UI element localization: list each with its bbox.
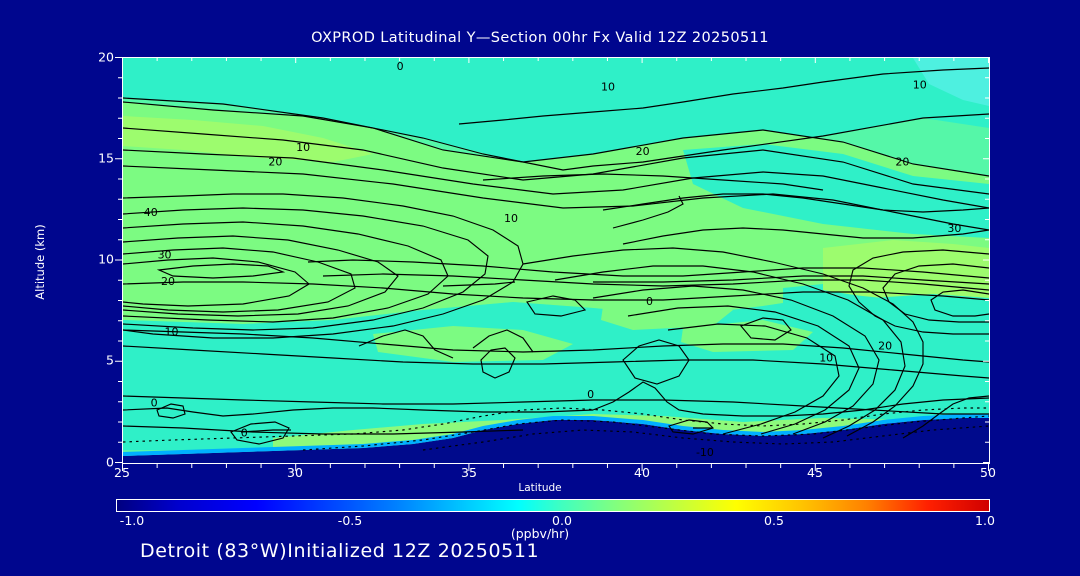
- colorbar-unit-label: (ppbv/hr): [510, 526, 570, 541]
- colorbar-tick-mid: 0.0: [552, 513, 572, 528]
- contour-plot-area[interactable]: 0 10 10 10 20 20 20 40 10 30 30 20 10 20 10 0 0 0 0 -10: [122, 57, 990, 464]
- x-tick-35: 35: [461, 465, 477, 480]
- contour-label: 10: [913, 78, 927, 91]
- colorbar-tick-highmid: 0.5: [764, 513, 784, 528]
- negative-contour-layer: [123, 407, 989, 451]
- contour-label: 0: [151, 396, 158, 409]
- contour-label: 30: [947, 222, 961, 235]
- x-tick-30: 30: [287, 465, 303, 480]
- contour-svg: 0 10 10 10 20 20 20 40 10 30 30 20 10 20 10 0 0 0 0 -10: [123, 58, 989, 463]
- contour-label: 40: [144, 206, 158, 219]
- contour-label: 10: [504, 212, 518, 225]
- figure-caption: Detroit (83°W)Initialized 12Z 20250511: [140, 540, 540, 562]
- contour-label: 0: [646, 295, 653, 308]
- contour-label: 10: [819, 352, 833, 365]
- contour-label: 0: [587, 388, 594, 401]
- colorbar-tick-max: 1.0: [975, 513, 995, 528]
- contour-layer: [123, 67, 989, 445]
- contour-label: 10: [601, 80, 615, 93]
- colorbar-tick-lowmid: -0.5: [337, 513, 363, 528]
- y-tick-20: 20: [98, 49, 114, 65]
- page-title: OXPROD Latitudinal Y—Section 00hr Fx Val…: [311, 30, 769, 46]
- x-axis-label: Latitude: [518, 482, 562, 494]
- colorbar-tick-min: -1.0: [119, 513, 145, 528]
- contour-label: 0: [241, 427, 248, 440]
- contour-label: 20: [161, 275, 175, 288]
- colorbar[interactable]: [116, 499, 990, 512]
- y-tick-0: 0: [106, 454, 114, 470]
- contour-label: -10: [696, 446, 714, 459]
- contour-label: 20: [895, 155, 909, 168]
- y-tick-15: 15: [98, 150, 114, 166]
- contour-label: 0: [397, 60, 404, 73]
- x-tick-45: 45: [807, 465, 823, 480]
- contour-label-layer: 0 10 10 10 20 20 20 40 10 30 30 20 10 20 10 0 0 0 0 -10: [144, 60, 962, 459]
- x-tick-40: 40: [634, 465, 650, 480]
- contour-label: 20: [268, 155, 282, 168]
- y-tick-10: 10: [98, 251, 114, 267]
- contour-label: 20: [878, 340, 892, 353]
- y-tick-5: 5: [106, 352, 114, 368]
- contour-label: 30: [158, 248, 172, 261]
- contour-label: 10: [164, 325, 178, 338]
- x-tick-50: 50: [980, 465, 996, 480]
- x-tick-25: 25: [114, 465, 130, 480]
- contour-label: 10: [296, 141, 310, 154]
- fill-layer: [123, 58, 989, 463]
- contour-label: 20: [636, 145, 650, 158]
